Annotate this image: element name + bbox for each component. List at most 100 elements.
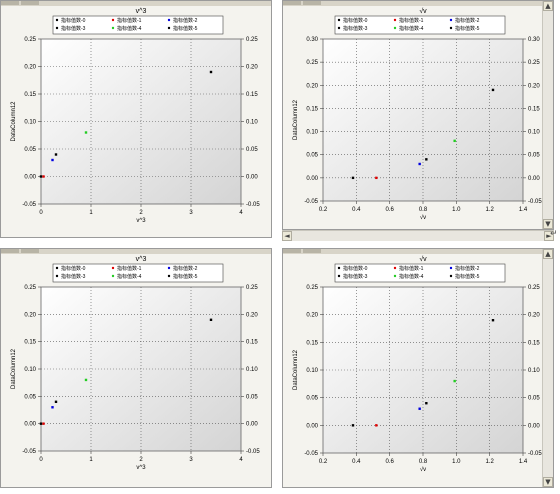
scroll-up-arrow-icon[interactable]: ▲: [543, 249, 553, 259]
y-tick-label: 0.00: [24, 422, 36, 428]
x-tick-label: 0: [39, 457, 43, 463]
legend-marker: [111, 266, 115, 270]
scatter-chart: v^3 指标值数-0 指标值数-1 指标值数-2 指标值数-3 指标值数-4 指标值数-5 -…: [11, 8, 260, 224]
data-point: [51, 158, 54, 162]
legend-marker: [337, 18, 341, 22]
chart-title: √v: [419, 7, 427, 15]
x-tick-label: 2: [139, 457, 143, 463]
legend-marker: [393, 26, 397, 30]
pane-tab[interactable]: [303, 1, 321, 5]
y-tick-label: 0.05: [24, 147, 36, 153]
scroll-down-arrow-icon[interactable]: ▼: [543, 219, 553, 229]
legend-box: [334, 263, 506, 283]
scroll-up-arrow-icon[interactable]: ▲: [543, 1, 553, 11]
y-right-tick-label: 0.20: [246, 312, 258, 318]
y-right-tick-label: 0.10: [246, 120, 258, 126]
chart-pane-top-left: v^3 指标值数-0 指标值数-1 指标值数-2 指标值数-3 指标值数-4 指标值数-5 -…: [0, 0, 272, 238]
pane-tab[interactable]: [21, 1, 39, 5]
data-point: [84, 378, 88, 382]
legend-marker: [55, 266, 59, 270]
y-right-tick-label: 0.00: [246, 175, 258, 181]
legend-marker: [393, 274, 397, 278]
legend-label: 指标值数-1: [117, 265, 142, 272]
legend-marker: [111, 274, 115, 278]
y-right-tick-label: 0.05: [246, 394, 258, 400]
pane-tab[interactable]: [283, 1, 301, 5]
y-tick-label: -0.05: [304, 451, 318, 457]
y-right-tick-label: 0.05: [528, 153, 540, 159]
x-tick-label: 1: [89, 457, 93, 463]
x-tick-label: 0.6: [385, 459, 394, 465]
legend-label: 指标值数-0: [343, 265, 368, 272]
y-tick-label: 0.10: [306, 368, 318, 374]
x-tick-label: 0.8: [419, 207, 428, 213]
y-tick-label: -0.05: [304, 199, 318, 205]
y-right-tick-label: 0.20: [528, 313, 540, 319]
y-right-tick-label: 0.30: [528, 37, 540, 43]
legend-label: 指标值数-2: [455, 265, 480, 272]
scroll-down-arrow-icon[interactable]: ▼: [543, 477, 553, 487]
legend-label: 指标值数-0: [343, 17, 368, 24]
legend-label: 指标值数-5: [455, 273, 480, 280]
pane-tab[interactable]: [303, 249, 321, 253]
vertical-scrollbar[interactable]: ▲ ▼: [542, 1, 553, 229]
y-axis-label: DataColumn12: [293, 99, 299, 140]
y-right-tick-label: 0.25: [528, 285, 540, 291]
legend-label: 指标值数-1: [399, 265, 424, 272]
y-right-tick-label: 0.10: [528, 368, 540, 374]
legend-label: 指标值数-1: [117, 17, 142, 24]
y-axis-label: DataColumn12: [11, 348, 17, 389]
y-right-tick-label: -0.05: [246, 449, 260, 455]
y-right-tick-label: -0.05: [246, 202, 260, 208]
x-tick-label: 2: [139, 210, 143, 216]
legend-label: 指标值数-3: [343, 25, 368, 32]
x-tick-label: 1.4: [519, 207, 528, 213]
data-point: [375, 424, 378, 427]
data-point: [351, 424, 355, 427]
legend-label: 指标值数-2: [173, 17, 198, 24]
scroll-right-arrow-icon[interactable]: ►: [544, 231, 554, 241]
legend-marker: [55, 274, 59, 278]
pane-tab[interactable]: [283, 249, 301, 253]
legend-marker: [449, 18, 453, 22]
legend-marker: [167, 26, 171, 30]
pane-tab[interactable]: [1, 249, 19, 253]
legend-label: 指标值数-3: [61, 25, 86, 32]
y-tick-label: 0.25: [24, 285, 36, 291]
pane-top-strip: [283, 1, 553, 6]
y-right-tick-label: 0.05: [528, 396, 540, 402]
y-tick-label: 0.20: [24, 65, 36, 71]
chart-title: √v: [419, 255, 427, 263]
y-tick-label: 0.25: [24, 37, 36, 43]
horizontal-scrollbar[interactable]: ◄ ►: [282, 230, 554, 241]
y-right-tick-label: 0.20: [246, 65, 258, 71]
x-tick-label: 0.2: [319, 207, 328, 213]
y-tick-label: 0.20: [306, 83, 318, 89]
pane-tab[interactable]: [1, 1, 19, 5]
legend-label: 指标值数-4: [117, 25, 142, 32]
scroll-left-arrow-icon[interactable]: ◄: [282, 231, 292, 241]
legend-label: 指标值数-1: [399, 17, 424, 24]
y-tick-label: 0.10: [24, 120, 36, 126]
legend-marker: [393, 266, 397, 270]
pane-top-strip: [1, 249, 271, 254]
legend-label: 指标值数-4: [117, 273, 142, 280]
y-tick-label: 0.05: [306, 153, 318, 159]
data-point: [54, 400, 58, 403]
data-point: [351, 176, 355, 180]
x-tick-label: 0.4: [352, 459, 361, 465]
x-axis-label: √v: [420, 466, 426, 473]
y-right-tick-label: 0.10: [528, 130, 540, 136]
data-point: [84, 131, 88, 134]
data-point: [54, 153, 58, 156]
y-tick-label: 0.20: [24, 312, 36, 318]
x-tick-label: 0: [39, 210, 43, 216]
legend-marker: [337, 26, 341, 30]
legend-marker: [167, 18, 171, 22]
y-right-tick-label: 0.25: [246, 285, 258, 291]
legend-label: 指标值数-5: [173, 273, 198, 280]
data-point: [51, 406, 54, 409]
vertical-scrollbar[interactable]: ▲ ▼: [542, 249, 553, 487]
x-tick-label: 0.8: [419, 459, 428, 465]
pane-tab[interactable]: [21, 249, 39, 253]
